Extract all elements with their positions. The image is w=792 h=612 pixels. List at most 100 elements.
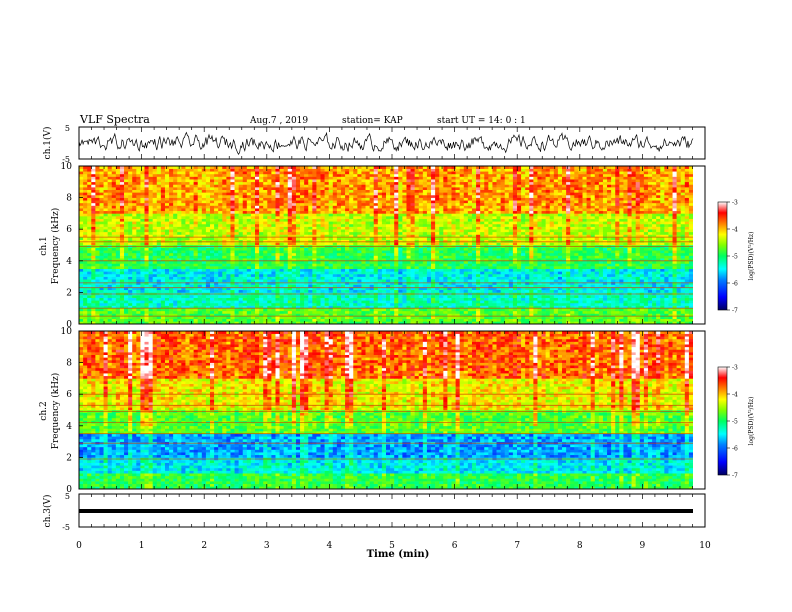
spectrogram-cell [631,318,636,322]
spectrogram-cell [451,321,456,325]
spectrogram-cell [529,271,534,275]
spectrogram-cell [283,250,289,254]
spectrogram-cell [426,273,432,277]
spectrogram-cell [492,250,497,254]
spectrogram-cell [246,318,252,322]
spectrogram-cell [275,302,280,306]
spectrogram-cell [557,250,563,254]
spectrogram-cell [631,310,636,314]
spectrogram-cell [218,276,223,280]
spectrogram-cell [340,295,346,298]
spectrogram-cell [574,287,579,291]
spectrogram-cell [480,247,485,251]
spectrogram-cell [414,260,420,264]
spectrogram-cell [242,276,248,280]
spectrogram-cell [545,300,551,304]
spectrogram-cell [463,258,469,262]
spectrogram-cell [529,281,534,285]
spectrogram-cell [566,308,571,312]
spectrogram-cell [140,273,145,277]
spectrogram-cell [582,263,587,267]
spectrogram-cell [471,260,477,264]
spectrogram-cell [590,302,596,306]
spectrogram-cell [230,308,235,312]
spectrogram-cell [144,305,149,309]
spectrogram-cell [128,300,133,304]
spectrogram-cell [381,316,387,320]
spectrogram-cell [619,284,624,288]
spectrogram-cell [312,273,317,277]
spectrogram-cell [480,305,485,309]
spectrogram-cell [656,297,661,301]
spectrogram-cell [504,321,510,325]
spectrogram-cell [124,239,129,243]
spectrogram-cell [115,300,121,304]
spectrogram-cell [275,268,280,272]
spectrogram-cell [447,239,452,243]
spectrogram-cell [656,239,661,243]
spectrogram-cell [230,268,235,272]
spectrogram-cell [160,297,166,301]
spectrogram-cell [562,287,567,291]
spectrogram-cell [496,271,501,275]
spectrogram-cell [525,268,530,272]
spectrogram-cell [181,258,186,262]
spectrogram-cell [590,268,596,272]
spectrogram-cell [578,295,583,298]
spectrogram-cell [177,308,182,312]
spectrogram-cell [664,313,669,317]
spectrogram-cell [287,271,293,275]
spectrogram-cell [128,258,133,262]
spectrogram-cell [267,302,272,306]
spectrogram-cell [353,237,358,241]
spectrogram-cell [132,247,137,251]
spectrogram-cell [132,302,137,306]
spectrogram-cell [541,250,546,254]
spectrogram-cell [214,247,219,251]
spectrogram-cell [304,263,309,267]
spectrogram-cell [246,300,252,304]
spectrogram-cell [381,279,387,283]
spectrogram-cell [205,263,211,267]
spectrogram-cell [144,247,149,251]
spectrogram-cell [336,302,342,306]
spectrogram-cell [328,276,334,280]
spectrogram-cell [279,318,284,322]
spectrogram-cell [304,258,309,262]
spectrogram-cell [271,252,276,256]
spectrogram-cell [79,308,84,312]
spectrogram-cell [238,321,244,325]
spectrogram-cell [83,276,88,280]
spectrogram-cell [435,284,440,288]
spectrogram-cell [279,242,284,246]
spectrogram-cell [607,250,612,254]
spectrogram-cell [381,266,387,269]
spectrogram-cell [529,321,534,325]
spectrogram-cell [169,287,174,291]
spectrogram-cell [99,313,104,317]
spectrogram-cell [164,281,170,285]
spectrogram-cell [611,268,616,272]
spectrogram-cell [119,287,125,291]
spectrogram-cell [365,271,370,275]
spectrogram-cell [361,255,366,259]
spectrogram-cell [107,255,113,259]
spectrogram-cell [279,289,284,293]
spectrogram-cell [103,242,108,246]
spectrogram-cell [643,279,649,283]
spectrogram-cell [115,242,121,246]
spectrogram-cell [537,279,542,283]
spectrogram-cell [148,263,153,267]
spectrogram-cell [140,287,145,291]
spectrogram-cell [529,266,534,269]
spectrogram-cell [639,318,645,322]
spectrogram-cell [144,313,149,317]
spectrogram-cell [476,281,481,285]
spectrogram-cell [635,242,641,246]
spectrogram-cell [275,310,280,314]
spectrogram-cell [467,279,473,283]
chart-title: VLF Spectra [79,113,150,126]
spectrogram-cell [463,260,469,264]
spectrogram-cell [357,305,362,309]
spectrogram-cell [521,321,526,325]
